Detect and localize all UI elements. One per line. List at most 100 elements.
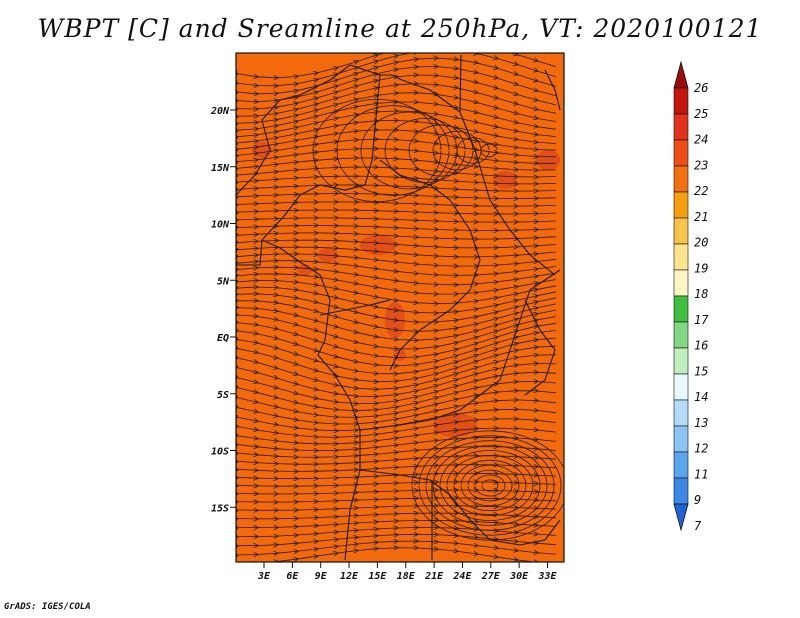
colorbar-label: 22 (694, 184, 708, 198)
border-line (359, 269, 561, 431)
colorbar-swatch (673, 451, 689, 479)
colorbar-label: 21 (694, 210, 708, 224)
colorbar-label: 15 (694, 364, 708, 378)
lon-label: 27E (481, 571, 501, 582)
colorbar-label: 26 (694, 81, 708, 95)
colorbar-label: 17 (694, 313, 709, 327)
border-line (236, 64, 381, 196)
colorbar-swatch (673, 295, 689, 323)
border-line (319, 299, 391, 316)
colorbar-label: 12 (694, 442, 708, 456)
streamline (236, 490, 557, 494)
colorbar-swatch (673, 243, 689, 271)
lat-label: 5N (217, 276, 230, 287)
credit-text: GrADS: IGES/COLA (4, 602, 91, 612)
streamline (384, 118, 466, 183)
colorbar: 26 25 24 23 22 21 20 19 18 17 16 15 14 13 12 11 9 7 (673, 60, 709, 533)
chart-title: WBPT [C] and Sreamline at 250hPa, VT: 20… (37, 14, 763, 43)
streamline (236, 202, 557, 206)
colorbar-label: 7 (694, 519, 702, 533)
border-line (524, 299, 556, 396)
colorbar-label: 19 (694, 261, 708, 275)
colorbar-top-arrow (673, 60, 689, 89)
streamline (236, 473, 557, 478)
lat-label: 15S (211, 503, 229, 514)
colorbar-swatch (673, 399, 689, 427)
colorbar-swatch (673, 425, 689, 453)
streamline (418, 435, 562, 536)
lon-label: 24E (452, 571, 472, 582)
colorbar-swatch (673, 347, 689, 375)
colorbar-swatch (673, 165, 689, 193)
lon-label: 33E (537, 571, 557, 582)
streamline (456, 137, 490, 164)
streamline (425, 440, 555, 531)
lon-label: 6E (286, 571, 299, 582)
lat-label: 10N (211, 220, 230, 231)
colorbar-swatch (673, 373, 689, 401)
lon-label: 9E (315, 571, 328, 582)
border-line (236, 54, 462, 266)
colorbar-swatch (673, 87, 689, 115)
streamline (481, 479, 499, 492)
streamline (474, 474, 506, 497)
latitude-axis: 20N 15N 10N 5N EQ 5S 10S 15S (210, 106, 236, 514)
lon-label: 3E (257, 571, 271, 582)
colorbar-label: 25 (694, 107, 708, 121)
lon-label: 21E (424, 571, 444, 582)
colorbar-swatch (673, 217, 689, 245)
lat-label: EQ (217, 333, 229, 344)
streamline (360, 111, 458, 190)
colorbar-label: 14 (694, 390, 708, 404)
colorbar-swatch (673, 477, 689, 505)
streamline (411, 430, 564, 541)
streamline (480, 143, 498, 158)
streamline (336, 105, 450, 196)
lat-label: 10S (211, 447, 229, 458)
colorbar-label: 20 (694, 236, 708, 250)
map-frame (235, 52, 565, 563)
border-line (379, 159, 481, 371)
streamline (446, 455, 534, 516)
streamline (236, 226, 557, 231)
streamline (312, 98, 442, 203)
streamline (236, 194, 557, 199)
longitude-axis: 3E 6E 9E 12E 15E 18E 21E 24E 27E 30E 33E (257, 562, 558, 582)
country-borders (236, 54, 561, 561)
streamline (236, 506, 557, 511)
colorbar-label: 11 (694, 467, 708, 481)
warm-patch (360, 235, 396, 255)
colorbar-label: 24 (694, 133, 708, 147)
colorbar-label: 9 (694, 493, 701, 507)
colorbar-bottom-arrow (673, 503, 689, 532)
lat-label: 15N (211, 163, 230, 174)
lat-label: 5S (217, 390, 229, 401)
colorbar-label: 13 (694, 416, 708, 430)
streamline (439, 450, 541, 521)
lon-label: 15E (368, 571, 387, 582)
colorbar-label: 18 (694, 287, 708, 301)
colorbar-swatch (673, 191, 689, 219)
streamline (236, 548, 540, 562)
colorbar-swatch (673, 139, 689, 167)
lon-label: 30E (509, 571, 529, 582)
colorbar-label: 23 (694, 158, 708, 172)
lon-label: 18E (397, 571, 416, 582)
lat-label: 20N (210, 106, 230, 117)
warm-patch (493, 171, 517, 189)
streamline (236, 498, 557, 502)
border-line (544, 69, 561, 111)
streamline (453, 459, 527, 512)
border-line (459, 111, 556, 276)
streamline (236, 185, 557, 191)
streamline (432, 130, 482, 171)
warm-patch (536, 150, 560, 170)
border-line (359, 469, 561, 546)
streamline (432, 445, 548, 526)
colorbar-swatch (673, 113, 689, 141)
streamline (236, 218, 557, 222)
colorbar-swatch (673, 321, 689, 349)
streamline (460, 464, 520, 507)
streamline (408, 124, 474, 177)
